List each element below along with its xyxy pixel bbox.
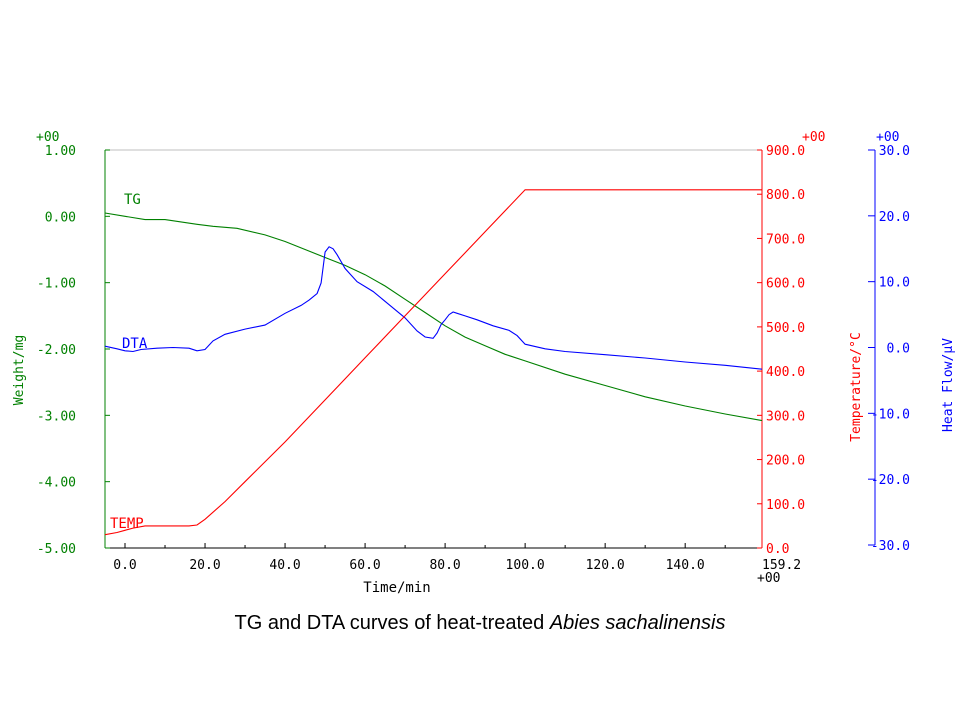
time-axis-ticks: 0.0 20.0 40.0 60.0 80.0 100.0 120.0 140.0 — [113, 543, 726, 573]
heatflow-axis-tick-label: 0.0 — [887, 342, 910, 357]
temperature-axis-tick-label: 200.0 — [766, 454, 805, 469]
time-axis-tick-label: 40.0 — [269, 558, 300, 573]
weight-axis-tick-label: 0.00 — [45, 210, 76, 225]
temperature-axis-tick-label: 300.0 — [766, 409, 805, 424]
temperature-axis-tick-label: 700.0 — [766, 232, 805, 247]
dta-series-line — [104, 246, 763, 370]
temperature-axis-exponent: +00 — [802, 130, 825, 145]
tg-dta-chart: 1.00 0.00 -1.00 -2.00 -3.00 -4.00 -5.00 900.0 8… — [12, 130, 956, 596]
time-axis-tick-label: 140.0 — [666, 558, 705, 573]
heatflow-axis-title: Heat Flow/μV — [941, 338, 956, 432]
time-axis-title: Time/min — [363, 580, 430, 596]
temperature-axis-tick-label: 0.0 — [766, 542, 789, 557]
caption-text: TG and DTA curves of heat-treated — [234, 612, 550, 634]
dta-series-label: DTA — [122, 336, 148, 352]
plot-frame — [104, 149, 876, 549]
tg-series-label: TG — [124, 192, 141, 208]
time-axis-tick-label: 120.0 — [586, 558, 625, 573]
temp-series-line — [104, 189, 762, 536]
weight-axis-ticks: 1.00 0.00 -1.00 -2.00 -3.00 -4.00 -5.00 — [37, 144, 110, 557]
temperature-axis-tick-label: 500.0 — [766, 321, 805, 336]
temp-series-label: TEMP — [110, 516, 144, 532]
weight-axis-tick-label: -2.00 — [37, 343, 76, 358]
time-axis-end-label: 159.2 — [762, 558, 801, 573]
heatflow-axis-tick-label: -30.0 — [871, 539, 910, 554]
caption-species: Abies sachalinensis — [549, 612, 726, 634]
heatflow-axis-exponent: +00 — [876, 130, 899, 145]
temperature-axis-ticks: 900.0 800.0 700.0 600.0 500.0 400.0 300.0 200.0… — [757, 144, 805, 557]
tg-series-line — [104, 212, 763, 422]
weight-axis-exponent: +00 — [36, 130, 59, 145]
time-axis-tick-label: 0.0 — [113, 558, 136, 573]
temperature-axis-tick-label: 600.0 — [766, 277, 805, 292]
time-axis-tick-label: 20.0 — [189, 558, 220, 573]
time-axis-end-exponent: +00 — [757, 571, 780, 586]
temperature-axis-tick-label: 400.0 — [766, 365, 805, 380]
time-axis-tick-label: 80.0 — [429, 558, 460, 573]
weight-axis-tick-label: -4.00 — [37, 476, 76, 491]
heatflow-axis-tick-label: 20.0 — [879, 210, 910, 225]
series-layer — [104, 189, 763, 536]
weight-axis-tick-label: 1.00 — [45, 144, 76, 159]
heatflow-axis-tick-label: -20.0 — [871, 473, 910, 488]
time-axis-tick-label: 60.0 — [349, 558, 380, 573]
weight-axis-tick-label: -3.00 — [37, 409, 76, 424]
temperature-axis-tick-label: 800.0 — [766, 188, 805, 203]
temperature-axis-tick-label: 100.0 — [766, 498, 805, 513]
weight-axis-title: Weight/mg — [12, 335, 27, 405]
figure-caption: TG and DTA curves of heat-treated Abies … — [0, 612, 960, 635]
heatflow-axis-tick-label: 10.0 — [879, 276, 910, 291]
weight-axis-tick-label: -5.00 — [37, 542, 76, 557]
temperature-axis-tick-label: 900.0 — [766, 144, 805, 159]
time-axis-tick-label: 100.0 — [506, 558, 545, 573]
weight-axis-tick-label: -1.00 — [37, 277, 76, 292]
heatflow-axis-tick-label: 30.0 — [879, 144, 910, 159]
temperature-axis-title: Temperature/°C — [849, 332, 864, 442]
heatflow-axis-ticks: 30.0 20.0 10.0 0.0 -10.0 -20.0 -30.0 — [868, 144, 910, 554]
heatflow-axis-tick-label: -10.0 — [871, 407, 910, 422]
